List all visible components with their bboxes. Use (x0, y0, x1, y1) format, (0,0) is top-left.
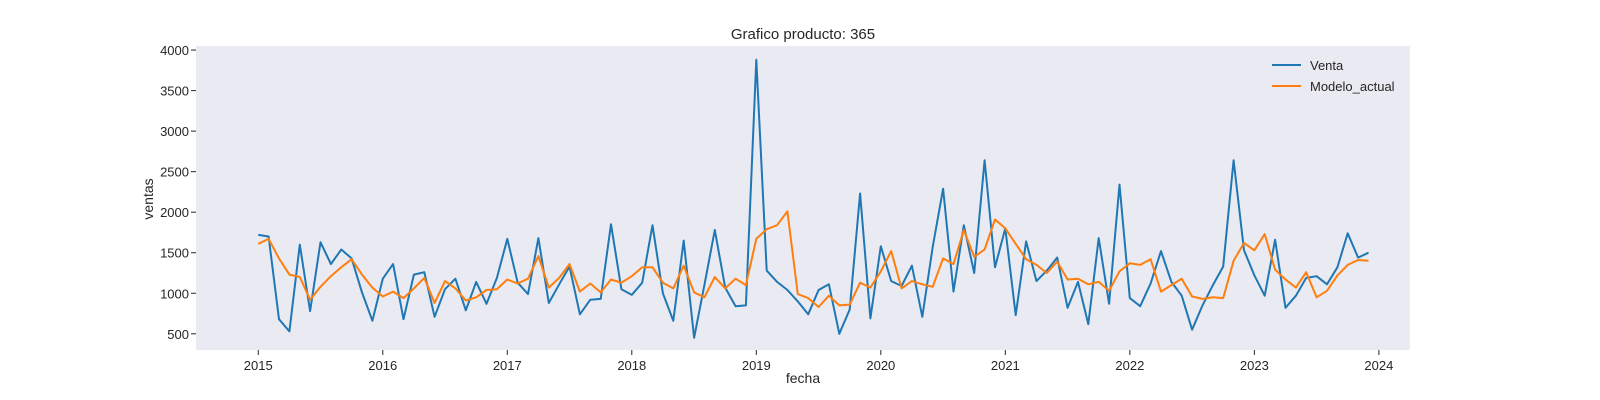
x-tick-label: 2016 (368, 358, 397, 373)
plot-area (196, 46, 1410, 350)
x-tick-label: 2017 (493, 358, 522, 373)
x-tick-label: 2021 (991, 358, 1020, 373)
x-tick-label: 2018 (617, 358, 646, 373)
y-tick-label: 1000 (160, 286, 189, 301)
x-tick-label: 2024 (1364, 358, 1393, 373)
legend-label-modelo-actual: Modelo_actual (1310, 79, 1395, 94)
y-tick-label: 2000 (160, 205, 189, 220)
x-tick-label: 2015 (244, 358, 273, 373)
y-axis-title: ventas (140, 178, 156, 219)
legend: Venta Modelo_actual (1272, 58, 1395, 94)
y-tick-label: 3500 (160, 84, 189, 99)
legend-label-venta: Venta (1310, 58, 1344, 73)
x-tick-label: 2023 (1240, 358, 1269, 373)
chart-title: Grafico producto: 365 (731, 26, 875, 43)
y-tick-label: 4000 (160, 43, 189, 58)
x-tick-label: 2022 (1115, 358, 1144, 373)
y-tick-label: 3000 (160, 124, 189, 139)
y-tick-label: 2500 (160, 165, 189, 180)
x-axis-title: fecha (786, 370, 820, 386)
y-axis-ticks: 500 1000 1500 2000 2500 3000 3500 4000 (160, 43, 196, 342)
y-tick-label: 1500 (160, 246, 189, 261)
series-lines (257, 58, 1369, 339)
series-line-modelo-actual (257, 210, 1369, 308)
x-tick-label: 2020 (866, 358, 895, 373)
x-tick-label: 2019 (742, 358, 771, 373)
x-axis-ticks: 2015 2016 2017 2018 2019 2020 2021 2022 2023 2024 (244, 350, 1393, 373)
y-tick-label: 500 (167, 327, 189, 342)
